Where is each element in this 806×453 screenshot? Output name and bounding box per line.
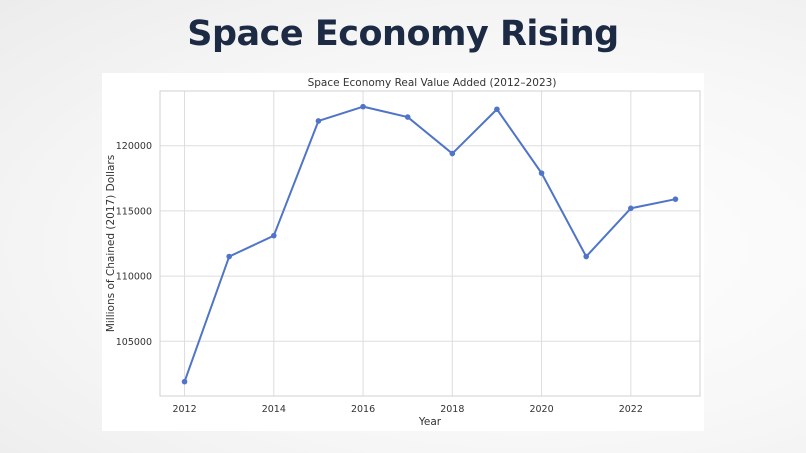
data-point [538,170,545,176]
series-line [183,105,677,383]
x-tick-label: 2012 [172,404,196,415]
x-axis-label: Year [418,416,442,428]
x-tick-label: 2020 [529,404,553,415]
tick-labels: 2012 2014 2016 2018 2020 2022 105000 110000 1150… [116,141,643,415]
x-tick-label: 2014 [262,404,286,415]
line-chart: Space Economy Real Value Added (2012–202… [105,77,701,428]
data-point [672,196,679,202]
data-point [404,114,411,120]
series-layer [181,103,679,385]
data-point [315,118,322,124]
slide-title: Space Economy Rising [187,14,619,54]
grid-lines [160,91,700,396]
y-tick-label: 115000 [116,206,152,217]
data-point [226,253,232,260]
data-point [628,205,634,212]
data-point [583,253,589,260]
data-point [181,378,188,385]
y-tick-label: 120000 [116,141,152,152]
plot-frame [159,90,701,397]
data-point [494,106,500,113]
x-tick-label: 2016 [351,404,375,415]
chart-panel: Space Economy Real Value Added (2012–202… [102,73,704,431]
x-tick-label: 2018 [440,404,464,415]
y-tick-label: 110000 [116,272,152,283]
x-tick-label: 2022 [619,404,643,415]
chart-title: Space Economy Real Value Added (2012–202… [308,77,557,89]
y-axis-label: Millions of Chained (2017) Dollars [105,155,117,332]
data-point [360,103,366,110]
data-point [271,232,277,239]
y-tick-label: 105000 [116,337,152,348]
data-point [449,150,456,157]
